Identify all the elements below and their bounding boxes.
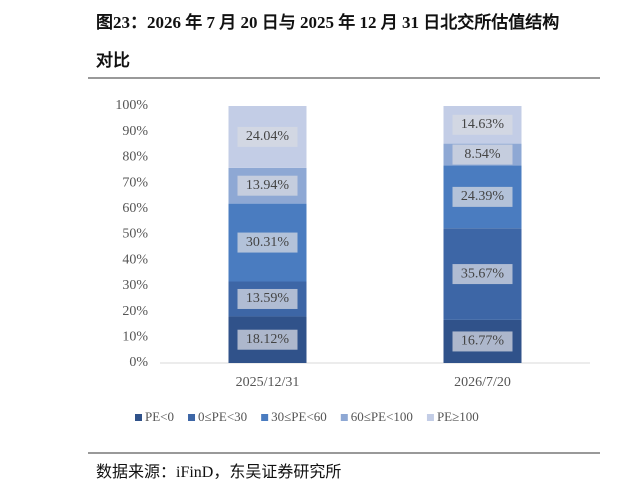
value-label: 24.39%: [461, 189, 505, 204]
x-tick-label: 2026/7/20: [454, 375, 511, 390]
legend-label: 60≤PE<100: [351, 409, 413, 424]
y-tick-label: 70%: [122, 175, 148, 190]
label-box: [237, 175, 298, 196]
y-tick-label: 30%: [122, 278, 148, 293]
legend-label: PE<0: [145, 409, 174, 424]
y-tick-label: 60%: [122, 201, 148, 216]
value-label: 24.04%: [246, 129, 290, 144]
value-label: 35.67%: [461, 266, 505, 281]
label-box: [452, 331, 513, 352]
y-tick-label: 40%: [122, 252, 148, 267]
y-tick-label: 50%: [122, 227, 148, 242]
legend-swatch: [188, 414, 196, 421]
label-box: [452, 114, 513, 135]
label-box: [237, 232, 298, 253]
label-box: [452, 186, 513, 207]
chart-title: 图23：2026 年 7 月 20 日与 2025 年 12 月 31 日北交所…: [96, 13, 560, 70]
y-tick-label: 20%: [122, 304, 148, 319]
legend-label: PE≥100: [437, 409, 479, 424]
label-box: [452, 144, 513, 165]
value-label: 30.31%: [246, 235, 290, 250]
y-tick-label: 10%: [122, 330, 148, 345]
y-tick-label: 100%: [115, 98, 148, 113]
value-label: 18.12%: [246, 332, 290, 347]
legend-swatch: [135, 414, 142, 421]
y-tick-label: 0%: [129, 355, 148, 370]
value-label: 8.54%: [464, 147, 501, 162]
y-tick-label: 90%: [122, 124, 148, 139]
legend-label: 0≤PE<30: [198, 409, 247, 424]
label-box: [237, 126, 298, 147]
label-box: [237, 288, 298, 309]
x-tick-label: 2025/12/31: [236, 375, 300, 390]
legend-swatch: [426, 414, 434, 421]
legend-label: 30≤PE<60: [271, 409, 327, 424]
value-label: 13.59%: [246, 291, 290, 306]
label-box: [452, 264, 513, 285]
value-label: 13.94%: [246, 178, 290, 193]
label-box: [237, 329, 298, 350]
source-note: 数据来源：iFinD，东吴证券研究所: [96, 464, 342, 481]
legend-swatch: [261, 414, 269, 421]
value-label: 14.63%: [461, 117, 505, 132]
legend-swatch: [340, 414, 348, 421]
y-tick-label: 80%: [122, 150, 148, 165]
value-label: 16.77%: [461, 334, 505, 349]
